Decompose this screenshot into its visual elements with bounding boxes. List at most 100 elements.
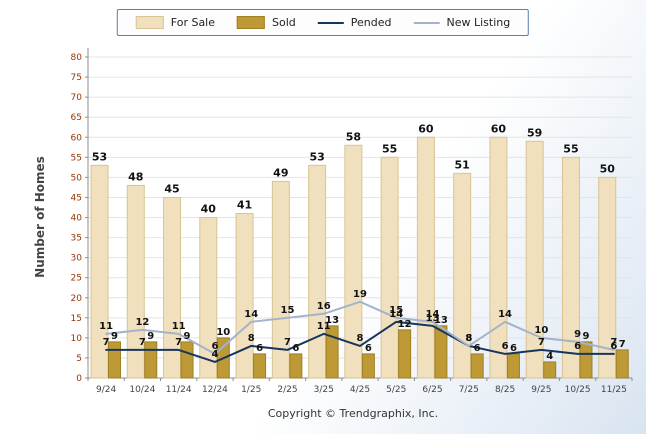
pended-label: 6 bbox=[610, 341, 617, 352]
x-tick-label: 2/25 bbox=[277, 385, 297, 395]
pended-label: 7 bbox=[175, 337, 182, 348]
svg-text:40: 40 bbox=[71, 214, 83, 224]
bar-for-sale bbox=[308, 164, 327, 379]
bar-for-sale bbox=[525, 140, 544, 379]
x-tick-label: 5/25 bbox=[386, 385, 406, 395]
for-sale-label: 53 bbox=[92, 150, 107, 163]
bar-for-sale bbox=[598, 176, 617, 379]
sold-label: 6 bbox=[510, 343, 517, 354]
legend: For Sale Sold Pended New Listing bbox=[116, 9, 530, 36]
bar-for-sale bbox=[489, 136, 508, 379]
pended-label: 6 bbox=[574, 341, 581, 352]
x-tick-label: 3/25 bbox=[314, 385, 334, 395]
legend-bar-swatch-sold bbox=[237, 16, 266, 29]
svg-text:30: 30 bbox=[71, 254, 83, 264]
pended-label: 7 bbox=[139, 337, 146, 348]
pended-label: 7 bbox=[538, 337, 545, 348]
pended-label: 8 bbox=[465, 333, 472, 344]
svg-text:10: 10 bbox=[71, 334, 83, 344]
svg-text:80: 80 bbox=[71, 53, 83, 63]
for-sale-label: 53 bbox=[309, 150, 324, 163]
sold-label: 13 bbox=[325, 315, 339, 326]
svg-text:5: 5 bbox=[76, 354, 82, 364]
sold-label: 12 bbox=[398, 319, 412, 330]
new-listing-label: 6 bbox=[211, 341, 218, 352]
line-new-listing bbox=[105, 300, 615, 355]
pended-label: 11 bbox=[317, 321, 331, 332]
sold-label: 6 bbox=[256, 343, 263, 354]
legend-item-for-sale: For Sale bbox=[135, 16, 216, 29]
bar-sold bbox=[180, 341, 194, 379]
trend-lines bbox=[105, 300, 615, 363]
x-tick-label: 9/25 bbox=[531, 385, 551, 395]
new-listing-label: 8 bbox=[465, 333, 472, 344]
x-tick-label: 6/25 bbox=[422, 385, 442, 395]
pended-label: 7 bbox=[103, 337, 110, 348]
legend-label: Sold bbox=[272, 16, 296, 29]
svg-text:0: 0 bbox=[76, 374, 82, 384]
x-tick-label: 8/25 bbox=[495, 385, 515, 395]
sold-label: 6 bbox=[365, 343, 372, 354]
legend-item-sold: Sold bbox=[237, 16, 296, 29]
x-tick-label: 1/25 bbox=[241, 385, 261, 395]
svg-text:35: 35 bbox=[71, 234, 82, 244]
x-tick-label: 12/24 bbox=[202, 385, 228, 395]
bar-for-sale bbox=[380, 156, 399, 379]
bar-for-sale bbox=[235, 212, 254, 379]
svg-text:20: 20 bbox=[71, 294, 83, 304]
pended-label: 8 bbox=[248, 333, 255, 344]
svg-text:45: 45 bbox=[71, 193, 82, 203]
bar-for-sale bbox=[453, 172, 472, 379]
sold-label: 13 bbox=[434, 315, 448, 326]
new-listing-label: 15 bbox=[281, 305, 295, 316]
sold-label: 9 bbox=[184, 331, 191, 342]
new-listing-label: 11 bbox=[99, 321, 113, 332]
for-sale-label: 55 bbox=[563, 142, 578, 155]
sold-label: 9 bbox=[147, 331, 154, 342]
legend-item-pended: Pended bbox=[317, 16, 392, 29]
pended-label: 14 bbox=[389, 309, 403, 320]
svg-text:25: 25 bbox=[71, 274, 82, 284]
for-sale-label: 45 bbox=[164, 182, 179, 195]
x-tick-label: 10/25 bbox=[565, 385, 591, 395]
sold-label: 4 bbox=[546, 351, 553, 362]
svg-text:60: 60 bbox=[71, 133, 83, 143]
sold-label: 9 bbox=[111, 331, 118, 342]
new-listing-label: 10 bbox=[534, 325, 548, 336]
new-listing-label: 14 bbox=[498, 309, 512, 320]
svg-text:55: 55 bbox=[71, 153, 82, 163]
sold-label: 10 bbox=[216, 327, 230, 338]
legend-label: Pended bbox=[350, 16, 392, 29]
bar-for-sale bbox=[271, 180, 290, 379]
for-sale-label: 60 bbox=[418, 122, 434, 135]
for-sale-label: 40 bbox=[201, 203, 217, 216]
for-sale-label: 60 bbox=[491, 122, 507, 135]
new-listing-label: 7 bbox=[610, 337, 617, 348]
legend-label: New Listing bbox=[446, 16, 511, 29]
legend-item-new-listing: New Listing bbox=[413, 16, 510, 29]
new-listing-label: 9 bbox=[574, 329, 581, 340]
legend-line-swatch-new-listing bbox=[413, 21, 440, 24]
bar-for-sale bbox=[344, 144, 363, 379]
pended-label: 6 bbox=[502, 341, 509, 352]
bar-sold bbox=[108, 341, 121, 379]
bar-sold bbox=[434, 325, 448, 379]
bar-sold bbox=[253, 353, 267, 379]
bar-sold bbox=[325, 325, 339, 379]
bar-for-sale bbox=[561, 156, 580, 379]
value-labels: 5394894594010416496531358655126013516606… bbox=[92, 122, 626, 362]
legend-label: For Sale bbox=[170, 16, 216, 29]
pended-label: 8 bbox=[357, 333, 364, 344]
new-listing-label: 14 bbox=[426, 309, 440, 320]
line-pended bbox=[105, 320, 615, 363]
pended-label: 13 bbox=[426, 313, 440, 324]
bar-sold bbox=[543, 361, 557, 379]
x-tick-label: 9/24 bbox=[96, 385, 116, 395]
pended-label: 7 bbox=[284, 337, 291, 348]
x-tick-label: 4/25 bbox=[350, 385, 370, 395]
bar-sold bbox=[144, 341, 158, 379]
x-tick-label: 7/25 bbox=[459, 385, 479, 395]
bar-sold bbox=[470, 353, 484, 379]
for-sale-label: 51 bbox=[455, 158, 470, 171]
